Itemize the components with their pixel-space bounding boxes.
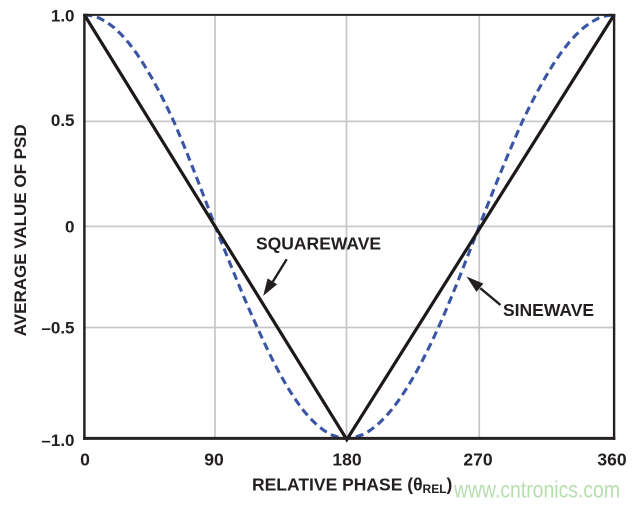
svg-text:0.5: 0.5 xyxy=(51,111,75,130)
svg-text:RELATIVE PHASE (θREL): RELATIVE PHASE (θREL) xyxy=(252,475,452,497)
svg-text:www.cntronics.com: www.cntronics.com xyxy=(453,477,620,503)
svg-text:270: 270 xyxy=(463,450,492,470)
svg-text:90: 90 xyxy=(204,450,224,470)
svg-text:1.0: 1.0 xyxy=(51,7,75,26)
svg-text:–0.5: –0.5 xyxy=(41,319,74,338)
svg-text:180: 180 xyxy=(332,450,361,470)
svg-text:–1.0: –1.0 xyxy=(41,431,74,450)
svg-text:360: 360 xyxy=(597,450,626,470)
svg-text:0: 0 xyxy=(80,450,90,470)
svg-text:SINEWAVE: SINEWAVE xyxy=(503,300,594,320)
svg-text:0: 0 xyxy=(65,217,74,236)
svg-text:SQUAREWAVE: SQUAREWAVE xyxy=(256,233,381,253)
svg-text:AVERAGE VALUE OF PSD: AVERAGE VALUE OF PSD xyxy=(11,124,30,336)
